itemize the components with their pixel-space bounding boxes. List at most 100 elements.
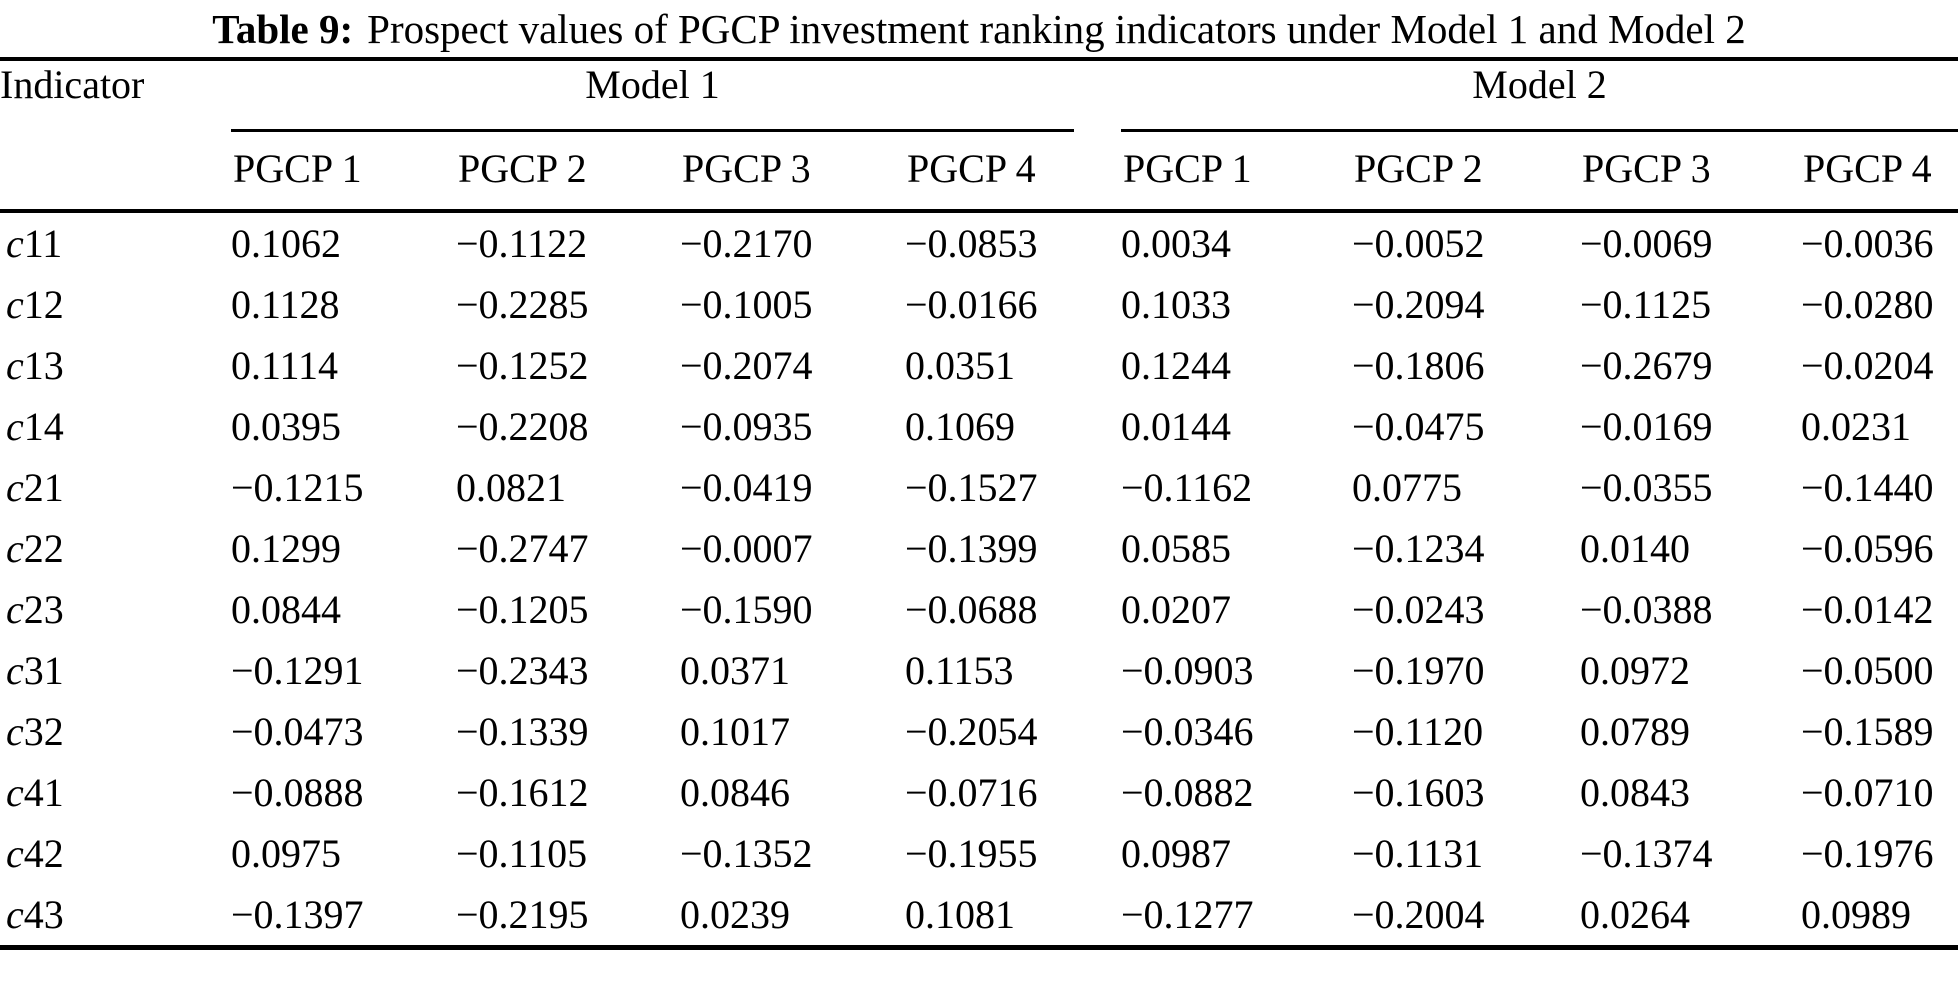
table-row: c41 −0.0888 −0.1612 0.0846 −0.0716 −0.0882 −0.… [0, 762, 1958, 823]
value-cell: −0.1527 [905, 465, 1038, 510]
model1-group-label: Model 1 [585, 62, 720, 107]
value-cell: 0.1244 [1121, 343, 1231, 388]
value-cell: −0.2285 [456, 282, 589, 327]
value-cell: −0.0280 [1801, 282, 1934, 327]
value-cell: 0.1081 [905, 884, 1121, 950]
value-cell: −0.1234 [1352, 526, 1485, 571]
value-cell: −0.0475 [1352, 404, 1485, 449]
value-cell: 0.0844 [231, 587, 341, 632]
value-cell: 0.0843 [1580, 770, 1690, 815]
table-row: c23 0.0844 −0.1205 −0.1590 −0.0688 0.0207 −0.0… [0, 579, 1958, 640]
value-cell: −0.0243 [1352, 587, 1485, 632]
value-cell: 0.0371 [680, 648, 790, 693]
table-row: c31 −0.1291 −0.2343 0.0371 0.1153 −0.0903 −0.1… [0, 640, 1958, 701]
value-cell: −0.1589 [1801, 709, 1934, 754]
indicator-label: c32 [6, 709, 64, 754]
value-cell: 0.0585 [1121, 526, 1231, 571]
value-cell: −0.1005 [680, 282, 813, 327]
value-cell: −0.1612 [456, 770, 589, 815]
value-cell: −0.2195 [456, 884, 680, 950]
value-cell: −0.0166 [905, 282, 1038, 327]
value-cell: 0.0239 [680, 884, 905, 950]
value-cell: 0.1114 [231, 343, 339, 388]
value-cell: −0.1105 [456, 831, 588, 876]
value-cell: −0.1252 [456, 343, 589, 388]
value-cell: −0.0204 [1801, 343, 1934, 388]
indicator-label: c14 [6, 404, 64, 449]
value-cell: −0.0688 [905, 587, 1038, 632]
value-cell: 0.0987 [1121, 831, 1231, 876]
model1-group-header: Model 1 [231, 59, 1121, 132]
value-cell: −0.1374 [1580, 831, 1713, 876]
value-cell: −0.1291 [231, 648, 364, 693]
value-cell: −0.0052 [1352, 221, 1485, 266]
value-cell: −0.2054 [905, 709, 1038, 754]
value-cell: 0.0140 [1580, 526, 1690, 571]
value-cell: 0.1153 [905, 648, 1014, 693]
table-row: c11 0.1062 −0.1122 −0.2170 −0.0853 0.0034 −0.0… [0, 211, 1958, 274]
value-cell: 0.1033 [1121, 282, 1231, 327]
model1-rule [231, 129, 1074, 132]
value-cell: −0.0710 [1801, 770, 1934, 815]
indicator-label: c21 [6, 465, 64, 510]
value-cell: −0.2208 [456, 404, 589, 449]
indicator-label: c22 [6, 526, 64, 571]
table-row: c32 −0.0473 −0.1339 0.1017 −0.2054 −0.0346 −0.… [0, 701, 1958, 762]
value-cell: −0.2343 [456, 648, 589, 693]
value-cell: 0.0775 [1352, 465, 1462, 510]
value-cell: −0.2004 [1352, 884, 1580, 950]
value-cell: −0.0903 [1121, 648, 1254, 693]
value-cell: −0.0935 [680, 404, 813, 449]
value-cell: 0.0972 [1580, 648, 1690, 693]
value-cell: −0.0355 [1580, 465, 1713, 510]
value-cell: −0.0716 [905, 770, 1038, 815]
value-cell: −0.1399 [905, 526, 1038, 571]
indicator-label: c12 [6, 282, 64, 327]
pgcp-header-row: PGCP 1 PGCP 2 PGCP 3 PGCP 4 PGCP 1 PGCP … [0, 132, 1958, 213]
value-cell: −0.1955 [905, 831, 1038, 876]
value-cell: −0.1215 [231, 465, 364, 510]
value-cell: −0.2747 [456, 526, 589, 571]
value-cell: −0.1162 [1121, 465, 1253, 510]
indicator-label: c42 [6, 831, 64, 876]
value-cell: 0.0395 [231, 404, 341, 449]
value-cell: −0.1806 [1352, 343, 1485, 388]
value-cell: −0.0853 [905, 221, 1038, 266]
value-cell: −0.2094 [1352, 282, 1485, 327]
value-cell: −0.2170 [680, 221, 813, 266]
value-cell: −0.2679 [1580, 343, 1713, 388]
model2-pgcp4-header: PGCP 4 [1801, 132, 1958, 213]
table-caption-label: Table 9: [212, 6, 354, 52]
table-row: c21 −0.1215 0.0821 −0.0419 −0.1527 −0.1162 0.0… [0, 457, 1958, 518]
value-cell: −0.0419 [680, 465, 813, 510]
model1-pgcp1-header: PGCP 1 [231, 132, 456, 213]
value-cell: 0.0207 [1121, 587, 1231, 632]
value-cell: −0.0388 [1580, 587, 1713, 632]
value-cell: −0.0500 [1801, 648, 1934, 693]
value-cell: 0.0846 [680, 770, 790, 815]
indicator-label: c23 [6, 587, 64, 632]
table-row: c13 0.1114 −0.1252 −0.2074 0.0351 0.1244 −0.18… [0, 335, 1958, 396]
value-cell: −0.0888 [231, 770, 364, 815]
group-header-row: Indicator Model 1 Model 2 [0, 59, 1958, 213]
value-cell: −0.1352 [680, 831, 813, 876]
value-cell: 0.1017 [680, 709, 790, 754]
indicator-column-header: Indicator [0, 59, 231, 213]
value-cell: 0.0264 [1580, 884, 1801, 950]
value-cell: 0.1299 [231, 526, 341, 571]
value-cell: 0.0034 [1121, 221, 1231, 266]
value-cell: 0.0789 [1580, 709, 1690, 754]
value-cell: −0.1205 [456, 587, 589, 632]
value-cell: −0.1440 [1801, 465, 1934, 510]
value-cell: 0.0231 [1801, 404, 1911, 449]
table-row: c43 −0.1397 −0.2195 0.0239 0.1081 −0.1277 −0.2… [0, 884, 1958, 950]
value-cell: 0.0975 [231, 831, 341, 876]
table-row: c22 0.1299 −0.2747 −0.0007 −0.1399 0.0585 −0.1… [0, 518, 1958, 579]
table-caption: Table 9: Prospect values of PGCP investme… [0, 0, 1958, 54]
prospect-values-table: Indicator Model 1 Model 2 PGCP 1 PGCP 2 … [0, 57, 1958, 950]
value-cell: −0.1590 [680, 587, 813, 632]
value-cell: −0.1131 [1352, 831, 1484, 876]
value-cell: −0.1277 [1121, 884, 1352, 950]
table-body: c11 0.1062 −0.1122 −0.2170 −0.0853 0.0034 −0.0… [0, 211, 1958, 950]
value-cell: −0.0882 [1121, 770, 1254, 815]
